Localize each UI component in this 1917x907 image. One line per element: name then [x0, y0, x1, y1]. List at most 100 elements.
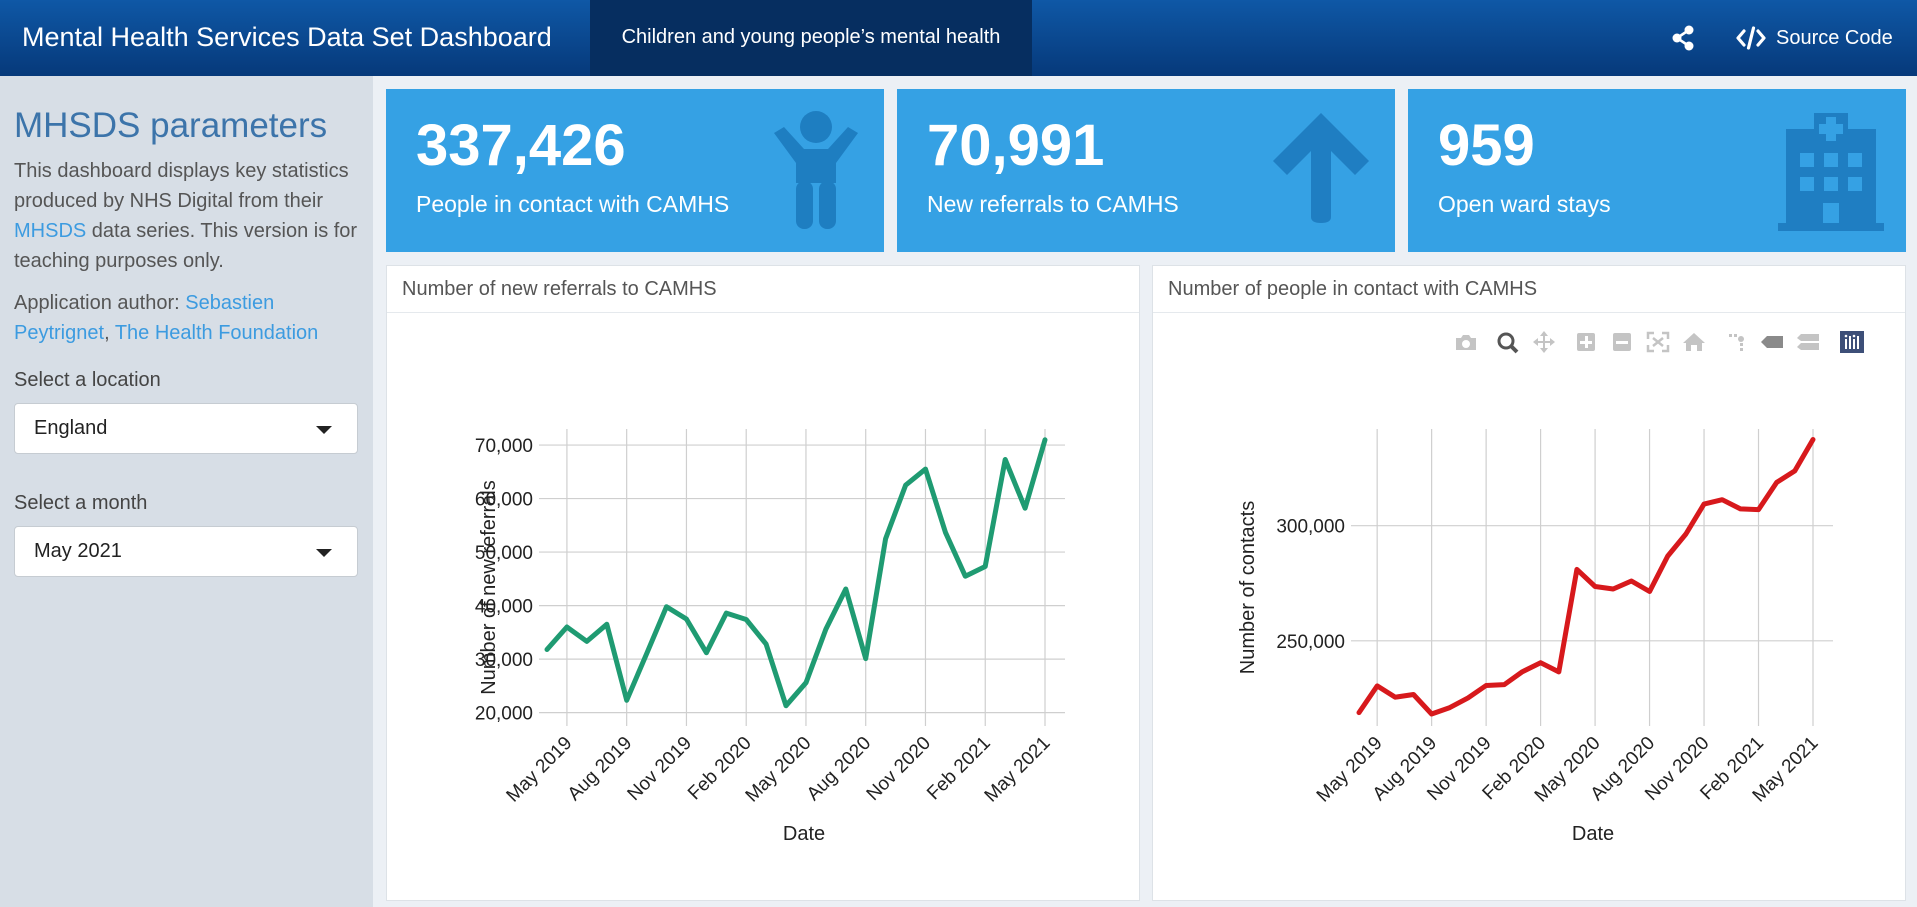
referrals-data-point[interactable] — [902, 481, 910, 489]
referrals-data-point[interactable] — [563, 623, 571, 631]
y-tick-label: 250,000 — [1276, 632, 1345, 653]
contacts-data-point[interactable] — [1700, 500, 1708, 508]
contacts-data-point[interactable] — [1573, 565, 1581, 573]
contacts-data-point[interactable] — [1409, 690, 1417, 698]
month-select[interactable]: May 2021 — [14, 526, 358, 577]
dashboard-title[interactable]: Mental Health Services Data Set Dashboar… — [22, 22, 552, 52]
referrals-data-point[interactable] — [1021, 504, 1029, 512]
contacts-data-point[interactable] — [1446, 704, 1454, 712]
referrals-data-point[interactable] — [722, 609, 730, 617]
share-button[interactable] — [1668, 23, 1698, 53]
contacts-data-point[interactable] — [1718, 496, 1726, 504]
referrals-data-point[interactable] — [981, 563, 989, 571]
referrals-data-point[interactable] — [842, 585, 850, 593]
contacts-data-point[interactable] — [1500, 681, 1508, 689]
author-label: Application author: — [14, 292, 186, 314]
hospital-icon — [1778, 113, 1884, 231]
referrals-data-point[interactable] — [1001, 456, 1009, 464]
zoom-out-icon[interactable] — [1607, 330, 1637, 354]
zoom-in-icon[interactable] — [1571, 330, 1601, 354]
autoscale-icon[interactable] — [1643, 330, 1673, 354]
source-code-label: Source Code — [1776, 27, 1893, 49]
referrals-data-point[interactable] — [623, 696, 631, 704]
sidebar-title: MHSDS parameters — [14, 106, 328, 145]
author-link[interactable]: Sebastien Peytrignet — [14, 292, 275, 344]
hover-closest-icon[interactable] — [1757, 330, 1787, 354]
contacts-data-point[interactable] — [1391, 693, 1399, 701]
location-select[interactable]: England — [14, 403, 358, 454]
contacts-series-line[interactable] — [1356, 437, 1816, 717]
zoom-icon[interactable] — [1493, 330, 1523, 354]
tab-cyp-mental-health[interactable]: Children and young people’s mental healt… — [590, 0, 1032, 76]
referrals-data-point[interactable] — [543, 645, 551, 653]
referrals-data-point[interactable] — [742, 616, 750, 624]
x-tick-label: Nov 2019 — [624, 733, 696, 805]
author-separator: , — [104, 322, 115, 344]
month-select-value: May 2021 — [34, 540, 122, 562]
value-box-contacts: 337,426 People in contact with CAMHS — [386, 89, 884, 252]
referrals-data-point[interactable] — [643, 650, 651, 658]
referrals-data-point[interactable] — [961, 572, 969, 580]
referrals-data-point[interactable] — [882, 535, 890, 543]
contacts-data-point[interactable] — [1664, 552, 1672, 560]
referrals-data-point[interactable] — [583, 637, 591, 645]
camera-icon[interactable] — [1451, 330, 1481, 354]
contacts-data-point[interactable] — [1355, 709, 1363, 717]
x-tick-label: May 2019 — [503, 733, 577, 807]
contacts-data-point[interactable] — [1609, 585, 1617, 593]
y-tick-label: 70,000 — [475, 436, 533, 457]
spike-lines-icon[interactable] — [1721, 330, 1751, 354]
contacts-data-point[interactable] — [1791, 467, 1799, 475]
referrals-value: 70,991 — [927, 113, 1105, 178]
referrals-data-point[interactable] — [822, 625, 830, 633]
referrals-series-line[interactable] — [544, 437, 1048, 709]
source-code-button[interactable]: Source Code — [1736, 0, 1893, 76]
x-tick-label: Aug 2020 — [803, 733, 875, 805]
contacts-data-point[interactable] — [1373, 682, 1381, 690]
contacts-data-point[interactable] — [1627, 577, 1635, 585]
contacts-data-point[interactable] — [1755, 506, 1763, 514]
referrals-chart[interactable]: 20,000 30,000 40,000 50,000 60,000 70,000 May … — [387, 266, 1141, 902]
referrals-data-point[interactable] — [921, 465, 929, 473]
referrals-data-point[interactable] — [1041, 436, 1049, 444]
location-label: Select a location — [14, 369, 161, 391]
contacts-data-point[interactable] — [1482, 681, 1490, 689]
contacts-data-point[interactable] — [1773, 478, 1781, 486]
mhsds-link[interactable]: MHSDS — [14, 220, 87, 242]
contacts-label: People in contact with CAMHS — [416, 191, 730, 217]
contacts-data-point[interactable] — [1682, 530, 1690, 538]
contacts-data-point[interactable] — [1518, 668, 1526, 676]
referrals-data-point[interactable] — [802, 679, 810, 687]
contacts-data-point[interactable] — [1464, 694, 1472, 702]
referrals-data-point[interactable] — [682, 615, 690, 623]
contacts-data-point[interactable] — [1428, 710, 1436, 718]
contacts-data-point[interactable] — [1809, 436, 1817, 444]
sidebar-description: This dashboard displays key statistics p… — [14, 156, 359, 276]
contacts-data-point[interactable] — [1537, 659, 1545, 667]
contacts-data-point[interactable] — [1555, 668, 1563, 676]
referrals-data-point[interactable] — [663, 603, 671, 611]
referrals-chart-panel: Number of new referrals to CAMHS 20,000 3… — [386, 265, 1140, 901]
code-icon — [1736, 26, 1766, 50]
organisation-link[interactable]: The Health Foundation — [114, 322, 319, 344]
pan-icon[interactable] — [1529, 330, 1559, 354]
y-tick-label: 20,000 — [475, 704, 533, 725]
referrals-data-point[interactable] — [762, 640, 770, 648]
home-icon[interactable] — [1679, 330, 1709, 354]
referrals-y-axis-title: Number of new referrals — [478, 480, 500, 695]
referrals-data-point[interactable] — [782, 702, 790, 710]
referrals-data-point[interactable] — [941, 528, 949, 536]
share-icon — [1672, 25, 1694, 51]
contacts-data-point[interactable] — [1646, 588, 1654, 596]
contacts-data-point[interactable] — [1736, 505, 1744, 513]
plotly-logo-icon[interactable] — [1837, 330, 1867, 354]
contacts-data-point[interactable] — [1591, 582, 1599, 590]
ward-stays-label: Open ward stays — [1438, 191, 1611, 217]
referrals-data-point[interactable] — [862, 655, 870, 663]
hover-compare-icon[interactable] — [1793, 330, 1823, 354]
referrals-data-point[interactable] — [702, 649, 710, 657]
referrals-data-point[interactable] — [603, 620, 611, 628]
y-tick-label: 50,000 — [475, 543, 533, 564]
x-tick-label: May 2020 — [742, 733, 816, 807]
